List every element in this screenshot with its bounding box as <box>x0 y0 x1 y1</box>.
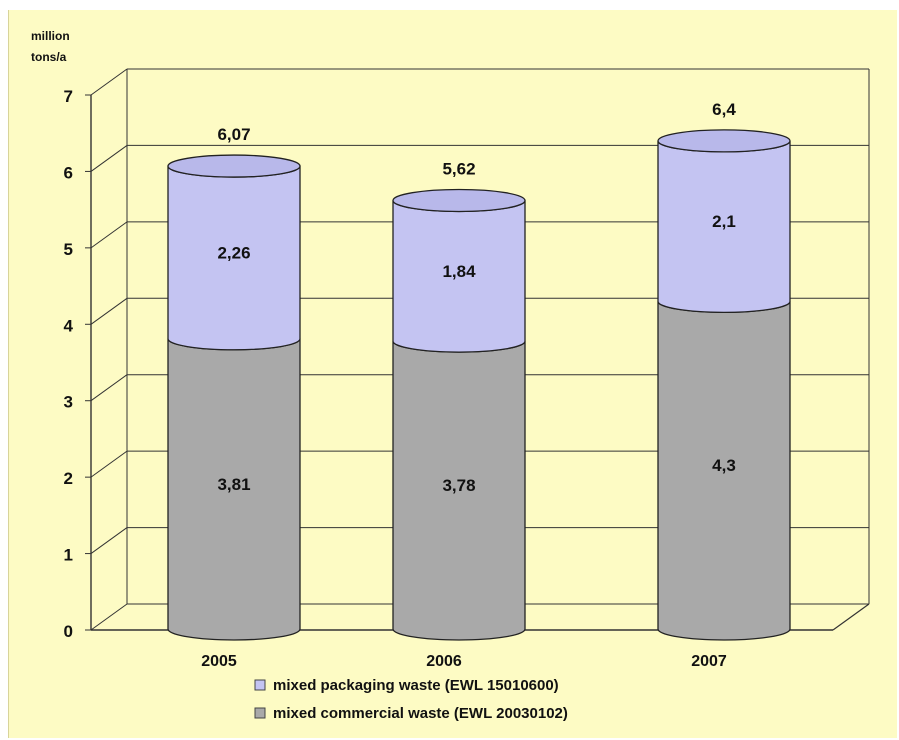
legend-swatch <box>254 707 266 719</box>
bar-top-cap <box>167 154 301 178</box>
data-label-total: 6,07 <box>217 125 250 144</box>
gridline-side <box>90 450 128 478</box>
floor-edge <box>832 603 870 631</box>
chart-area: 0 1 2 3 4 5 6 7 million tons/a 3,81 2,26 6,07 2005 3,7… <box>8 10 897 738</box>
data-label-commercial: 4,3 <box>712 456 736 475</box>
x-tick-label: 2007 <box>691 653 727 670</box>
gridline-side <box>90 603 128 631</box>
bar-top-cap <box>657 129 791 153</box>
y-tick-label: 1 <box>64 546 73 565</box>
y-tick-label: 4 <box>64 316 74 335</box>
data-label-commercial: 3,81 <box>217 475 250 494</box>
gridline-side <box>90 68 128 96</box>
data-label-total: 5,62 <box>442 159 475 178</box>
data-label-packaging: 2,26 <box>217 243 250 262</box>
legend-label: mixed packaging waste (EWL 15010600) <box>273 677 559 694</box>
gridline-side <box>90 221 128 249</box>
x-tick-label: 2005 <box>201 653 237 670</box>
data-label-packaging: 1,84 <box>442 262 476 281</box>
y-tick-label: 0 <box>64 622 73 641</box>
gridline-side <box>90 527 128 554</box>
y-tick-label: 5 <box>64 240 73 259</box>
bar-top-cap <box>392 188 526 213</box>
gridline-side <box>90 145 128 172</box>
legend-label: mixed commercial waste (EWL 20030102) <box>273 705 568 722</box>
y-tick-label: 7 <box>64 87 73 106</box>
y-tick-label: 3 <box>64 393 73 412</box>
data-label-commercial: 3,78 <box>442 476 475 495</box>
legend-swatch <box>254 679 266 691</box>
gridline-side <box>90 297 128 325</box>
y-axis-label-line2: tons/a <box>31 50 67 64</box>
gridline-side <box>90 374 128 402</box>
data-label-packaging: 2,1 <box>712 212 736 231</box>
x-tick-label: 2006 <box>426 653 462 670</box>
stacked-cylinder-chart: 0 1 2 3 4 5 6 7 million tons/a 3,81 2,26 6,07 2005 3,7… <box>31 29 870 722</box>
y-axis-label-line1: million <box>31 29 70 43</box>
y-tick-label: 2 <box>64 469 73 488</box>
data-label-total: 6,4 <box>712 100 736 119</box>
y-tick-label: 6 <box>64 163 73 182</box>
